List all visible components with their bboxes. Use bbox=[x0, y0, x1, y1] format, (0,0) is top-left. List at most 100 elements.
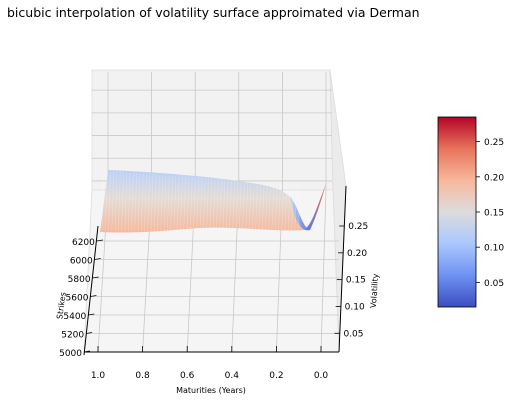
mesh-line bbox=[235, 181, 239, 232]
strike-tick-label: 6200 bbox=[72, 238, 95, 248]
strike-ticks: 5000 5200 5400 5600 5800 6000 6200 bbox=[59, 238, 103, 359]
mesh-line bbox=[176, 176, 180, 232]
maturity-tick-label: 0.2 bbox=[269, 371, 283, 381]
colorbar-tick-label: 0.20 bbox=[484, 173, 504, 183]
strike-tick-label: 5800 bbox=[68, 275, 91, 285]
mesh-line bbox=[196, 178, 199, 232]
mesh-line bbox=[170, 176, 173, 232]
mesh-line bbox=[245, 181, 248, 232]
vol-tick-label: 0.20 bbox=[347, 249, 367, 259]
y-axis-label: Strikes bbox=[55, 292, 68, 320]
mesh-line bbox=[216, 179, 219, 232]
mesh-line bbox=[265, 183, 268, 232]
maturity-tick-label: 0.6 bbox=[180, 371, 195, 381]
mesh-line bbox=[232, 180, 235, 232]
mesh-line bbox=[137, 173, 141, 232]
mesh-line bbox=[281, 184, 284, 232]
strike-tick-label: 5200 bbox=[61, 331, 84, 341]
mesh-line bbox=[167, 175, 170, 232]
vol-ticks: 0.05 0.10 0.15 0.20 0.25 bbox=[334, 222, 368, 339]
mesh-line bbox=[255, 182, 258, 232]
mesh-line bbox=[140, 173, 144, 232]
mesh-line bbox=[193, 177, 196, 232]
mesh-line bbox=[242, 181, 245, 232]
mesh-line bbox=[274, 184, 278, 232]
colorbar-bar bbox=[437, 116, 477, 308]
vol-tick-label: 0.05 bbox=[343, 329, 363, 339]
mesh-line bbox=[278, 184, 281, 232]
mesh-line bbox=[248, 182, 252, 232]
strike-tick-label: 5400 bbox=[63, 312, 86, 322]
mesh-line bbox=[124, 172, 128, 232]
colorbar: 0.05 0.10 0.15 0.20 0.25 bbox=[437, 116, 504, 308]
vol-tick-label: 0.15 bbox=[346, 276, 366, 286]
z-axis-label: Volatility bbox=[369, 273, 380, 308]
mesh-line bbox=[154, 174, 157, 232]
maturity-tick-label: 0.8 bbox=[135, 371, 150, 381]
surface-dip bbox=[290, 184, 326, 231]
mesh-line bbox=[206, 178, 209, 232]
mesh-line bbox=[127, 172, 131, 232]
mesh-line bbox=[222, 180, 226, 232]
colorbar-tick-label: 0.05 bbox=[484, 279, 504, 289]
x-axis-label: Maturities (Years) bbox=[176, 386, 246, 395]
mesh-line bbox=[199, 178, 203, 232]
chart-title: bicubic interpolation of volatility surf… bbox=[7, 5, 420, 20]
mesh-line bbox=[238, 181, 242, 232]
vol-tick-label: 0.25 bbox=[348, 222, 368, 232]
strike-tick-mark bbox=[96, 239, 103, 242]
mesh-line bbox=[163, 175, 167, 232]
mesh-line bbox=[225, 180, 229, 232]
strike-tick-mark bbox=[88, 313, 95, 316]
mesh-line bbox=[160, 175, 164, 232]
mesh-line bbox=[291, 185, 294, 232]
mesh-line bbox=[173, 176, 177, 232]
surface-mesh bbox=[101, 170, 301, 232]
mesh-line bbox=[219, 179, 222, 232]
colorbar-tick-label: 0.10 bbox=[484, 244, 504, 254]
mesh-line bbox=[134, 173, 137, 232]
mesh-line bbox=[108, 171, 111, 232]
mesh-line bbox=[209, 179, 213, 232]
mesh-line bbox=[101, 170, 105, 232]
strike-tick-label: 5600 bbox=[66, 294, 89, 304]
mesh-line bbox=[297, 185, 301, 232]
mesh-line bbox=[144, 174, 147, 232]
mesh-line bbox=[284, 184, 288, 232]
colorbar-tick-label: 0.15 bbox=[484, 209, 504, 219]
mesh-line bbox=[252, 182, 255, 232]
mesh-line bbox=[114, 171, 118, 232]
volatility-surface bbox=[100, 170, 326, 233]
strike-tick-mark bbox=[94, 258, 101, 260]
colorbar-tick-label: 0.25 bbox=[484, 138, 504, 148]
maturity-tick-label: 0.0 bbox=[314, 371, 329, 381]
mesh-line bbox=[180, 176, 183, 232]
mesh-line bbox=[212, 179, 216, 232]
mesh-line bbox=[118, 172, 121, 232]
mesh-line bbox=[229, 180, 232, 232]
mesh-line bbox=[203, 178, 206, 232]
mesh-line bbox=[131, 173, 134, 232]
mesh-line bbox=[268, 183, 271, 232]
vol-tick-label: 0.10 bbox=[345, 302, 365, 312]
grid-lines bbox=[86, 72, 339, 353]
strike-tick-mark bbox=[83, 350, 91, 353]
strike-tick-mark bbox=[86, 332, 93, 334]
strike-tick-label: 6000 bbox=[70, 257, 93, 267]
vol-axis-line bbox=[338, 185, 347, 353]
mesh-line bbox=[121, 172, 124, 232]
mesh-line bbox=[189, 177, 193, 232]
mesh-line bbox=[294, 185, 297, 232]
mesh-line bbox=[147, 174, 150, 232]
grid-line bbox=[320, 189, 327, 353]
mesh-line bbox=[150, 174, 154, 232]
mesh-line bbox=[287, 185, 291, 232]
surface-face bbox=[100, 170, 326, 233]
mesh-line bbox=[183, 177, 186, 232]
mesh-line bbox=[111, 171, 115, 232]
maturity-tick-label: 0.4 bbox=[225, 371, 240, 381]
mesh-line bbox=[271, 183, 275, 232]
mesh-line bbox=[258, 182, 262, 232]
strike-tick-mark bbox=[92, 276, 99, 279]
